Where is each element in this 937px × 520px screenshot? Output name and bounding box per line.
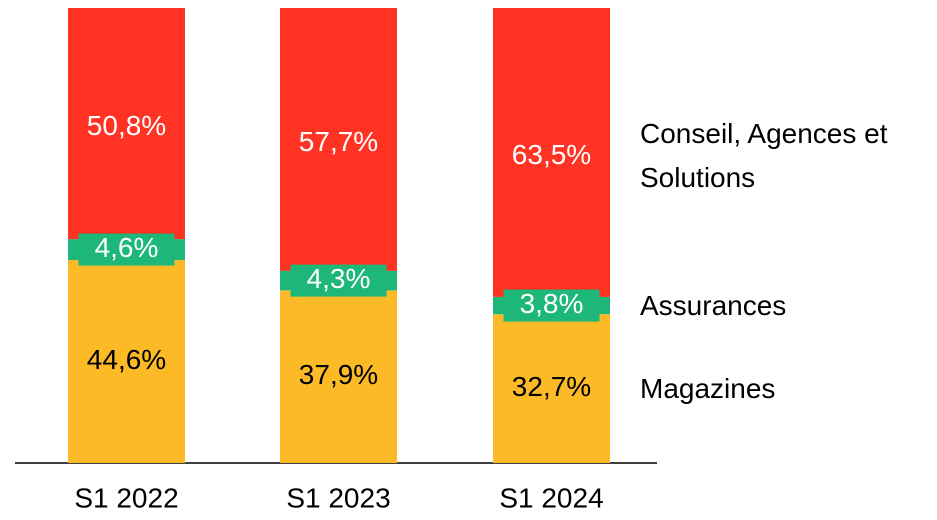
x-tick-label: S1 2024 (499, 482, 603, 513)
value-label: 57,7% (299, 126, 378, 157)
label-background (290, 264, 387, 297)
legend-entry: Assurances (640, 289, 787, 321)
bar-segment (68, 8, 185, 240)
bar-segment (493, 314, 610, 463)
bar-segment (68, 260, 185, 463)
label-background (503, 289, 600, 322)
label-background (78, 233, 175, 266)
bar-segment (493, 8, 610, 297)
value-label: 4,3% (307, 263, 371, 294)
value-label: 32,7% (512, 371, 591, 402)
value-label: 4,6% (95, 232, 159, 263)
legend-entry: Conseil, Agences et Solutions (640, 118, 888, 194)
value-label: 3,8% (520, 288, 584, 319)
x-tick-label: S1 2022 (74, 482, 178, 513)
value-label: 44,6% (87, 344, 166, 375)
bar-segment (280, 8, 397, 271)
value-label: 63,5% (512, 139, 591, 170)
bar-segment (280, 290, 397, 463)
value-label: 50,8% (87, 110, 166, 141)
legend-entry: Magazines (640, 372, 776, 404)
x-tick-label: S1 2023 (286, 482, 390, 513)
value-label: 37,9% (299, 359, 378, 390)
